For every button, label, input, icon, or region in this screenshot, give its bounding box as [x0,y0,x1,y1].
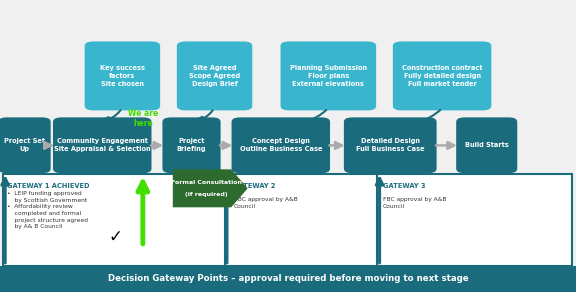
FancyBboxPatch shape [456,117,517,173]
Text: Formal Consultation

(if required): Formal Consultation (if required) [171,180,242,197]
Text: Project Set
Up: Project Set Up [4,138,45,152]
Text: Decision Gateway Points – approval required before moving to next stage: Decision Gateway Points – approval requi… [108,274,468,283]
FancyBboxPatch shape [0,117,51,173]
FancyBboxPatch shape [53,117,151,173]
Text: GATEWAY 1 ACHIEVED: GATEWAY 1 ACHIEVED [7,182,89,189]
FancyBboxPatch shape [0,266,576,292]
Text: Construction contract
Fully detailed design
Full market tender: Construction contract Fully detailed des… [402,65,482,87]
FancyBboxPatch shape [177,41,252,110]
FancyBboxPatch shape [232,117,330,173]
Text: GATEWAY 3: GATEWAY 3 [383,182,426,189]
Text: Project
Briefing: Project Briefing [177,138,206,152]
FancyBboxPatch shape [85,41,160,110]
Text: Site Agreed
Scope Agreed
Design Brief: Site Agreed Scope Agreed Design Brief [189,65,240,87]
FancyBboxPatch shape [393,41,491,110]
Text: ✓: ✓ [108,227,122,246]
FancyBboxPatch shape [344,117,437,173]
Text: Key success
factors
Site chosen: Key success factors Site chosen [100,65,145,87]
FancyBboxPatch shape [3,174,572,266]
Text: Planning Submission
Floor plans
External elevations: Planning Submission Floor plans External… [290,65,367,87]
Text: We are
here: We are here [128,109,158,128]
FancyArrow shape [173,169,248,207]
Text: Detailed Design
Full Business Case: Detailed Design Full Business Case [356,138,425,152]
Text: •  LEIP funding approved
    by Scottish Government
•  Affordability review
    : • LEIP funding approved by Scottish Gove… [7,191,88,229]
Text: OBC approval by A&B
Council: OBC approval by A&B Council [233,197,298,209]
FancyBboxPatch shape [162,117,221,173]
FancyBboxPatch shape [281,41,376,110]
Text: FBC approval by A&B
Council: FBC approval by A&B Council [383,197,446,209]
Text: Build Starts: Build Starts [465,142,509,148]
Text: Community Engagement
Site Appraisal & Selection: Community Engagement Site Appraisal & Se… [54,138,150,152]
Text: Concept Design
Outline Business Case: Concept Design Outline Business Case [240,138,322,152]
Text: GATEWAY 2: GATEWAY 2 [233,182,276,189]
